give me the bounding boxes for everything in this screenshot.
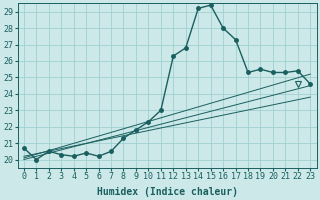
X-axis label: Humidex (Indice chaleur): Humidex (Indice chaleur) [97, 186, 237, 197]
